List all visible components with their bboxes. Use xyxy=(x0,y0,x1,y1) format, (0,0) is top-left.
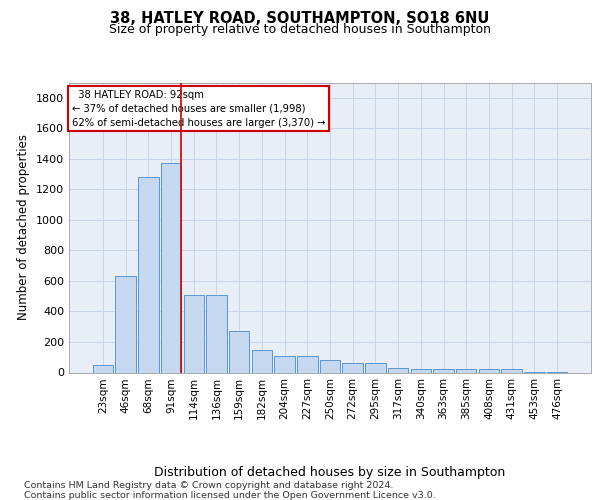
Bar xyxy=(138,177,158,372)
Text: Contains public sector information licensed under the Open Government Licence v3: Contains public sector information licen… xyxy=(24,490,436,500)
Bar xyxy=(456,370,476,372)
Bar xyxy=(433,368,454,372)
Bar xyxy=(115,276,136,372)
Bar xyxy=(184,294,204,372)
Bar xyxy=(388,368,409,372)
Bar xyxy=(251,350,272,372)
Bar xyxy=(161,164,181,372)
Text: Contains HM Land Registry data © Crown copyright and database right 2024.: Contains HM Land Registry data © Crown c… xyxy=(24,482,394,490)
Bar xyxy=(206,294,227,372)
Text: Size of property relative to detached houses in Southampton: Size of property relative to detached ho… xyxy=(109,24,491,36)
Bar xyxy=(274,356,295,372)
Bar xyxy=(297,356,317,372)
Bar xyxy=(93,365,113,372)
Text: 38, HATLEY ROAD, SOUTHAMPTON, SO18 6NU: 38, HATLEY ROAD, SOUTHAMPTON, SO18 6NU xyxy=(110,11,490,26)
Bar xyxy=(343,364,363,372)
Y-axis label: Number of detached properties: Number of detached properties xyxy=(17,134,31,320)
Bar xyxy=(229,332,250,372)
Bar xyxy=(502,370,522,372)
Text: 38 HATLEY ROAD: 92sqm
← 37% of detached houses are smaller (1,998)
62% of semi-d: 38 HATLEY ROAD: 92sqm ← 37% of detached … xyxy=(71,90,325,128)
Bar xyxy=(410,368,431,372)
Bar xyxy=(365,364,386,372)
Bar xyxy=(320,360,340,372)
Text: Distribution of detached houses by size in Southampton: Distribution of detached houses by size … xyxy=(154,466,506,479)
Bar xyxy=(479,370,499,372)
